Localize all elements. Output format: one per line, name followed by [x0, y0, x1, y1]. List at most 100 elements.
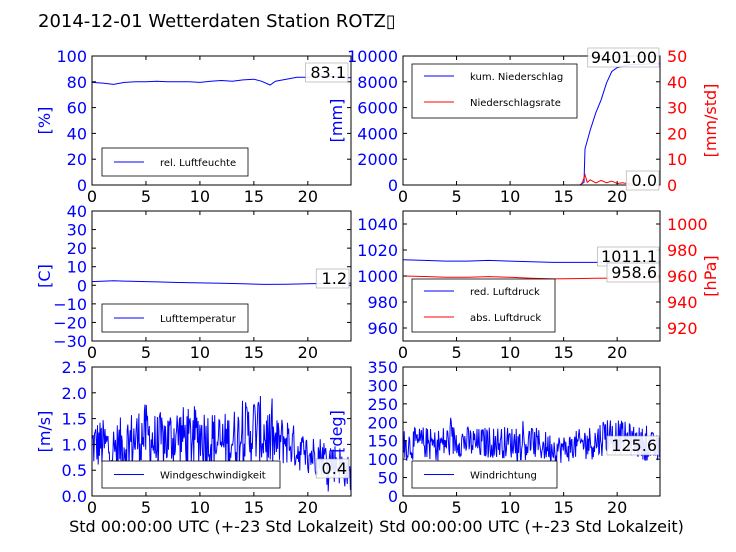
x-tick-label: 20 — [607, 187, 627, 206]
y-tick-label: 0 — [388, 487, 398, 506]
y-tick-label: 30 — [67, 221, 87, 240]
y-tick-label: 2.5 — [62, 358, 87, 377]
x-tick-label: 5 — [451, 343, 461, 362]
annotation-text: 958.6 — [611, 263, 657, 282]
y-axis-label: [m/s] — [35, 411, 54, 453]
x-tick-label: 10 — [500, 187, 520, 206]
legend: kum. Niederschlag Niederschlagsrate — [411, 63, 578, 119]
y-tick-label: 960 — [367, 319, 398, 338]
y-tick-label: 10 — [67, 258, 87, 277]
figure-title: 2014-12-01 Wetterdaten Station ROTZ▯ — [38, 11, 396, 32]
x-tick-label: 15 — [244, 187, 264, 206]
x-tick-label: 10 — [190, 343, 210, 362]
y-right-tick-label: 10 — [667, 150, 687, 169]
x-tick-label: 5 — [451, 498, 461, 517]
x-tick-label: 10 — [190, 498, 210, 517]
x-tick-label: 20 — [298, 498, 318, 517]
x-tick-label: 15 — [553, 187, 573, 206]
value-annotation: 9401.00 — [587, 47, 660, 68]
y-right-axis-label: [hPa] — [701, 255, 720, 296]
annotation-text: 83.1 — [310, 63, 346, 82]
x-tick-label: 0 — [398, 187, 408, 206]
x-tick-label: 0 — [87, 498, 97, 517]
annotation-text: 1011.1 — [601, 247, 657, 266]
y-right-tick-label: 940 — [667, 293, 698, 312]
x-tick-label: 20 — [607, 498, 627, 517]
y-tick-label: 2000 — [357, 150, 398, 169]
y-tick-label: 0 — [388, 176, 398, 195]
y-tick-label: 50 — [378, 469, 398, 488]
x-tick-label: 20 — [607, 343, 627, 362]
legend: red. Luftdruck abs. Luftdruck — [411, 278, 556, 333]
series-line-1 — [92, 280, 351, 285]
x-tick-label: 0 — [398, 343, 408, 362]
x-axis-label: Std 00:00:00 UTC (+-23 Std Lokalzeit) — [379, 517, 684, 536]
y-tick-label: 150 — [367, 432, 398, 451]
panel-frame — [91, 210, 352, 342]
x-tick-label: 5 — [141, 498, 151, 517]
x-tick-label: 10 — [190, 187, 210, 206]
legend-entry: Windrichtung — [470, 471, 537, 482]
panel-frame — [402, 55, 661, 186]
x-tick-label: 15 — [244, 343, 264, 362]
legend: rel. Luftfeuchte — [101, 147, 249, 177]
annotation-text: 125.6 — [611, 436, 657, 455]
y-tick-label: 2.0 — [62, 384, 87, 403]
y-right-tick-label: 1000 — [667, 215, 708, 234]
value-annotation: 83.1 — [305, 62, 349, 83]
legend: Lufttemperatur — [101, 303, 249, 333]
legend-entry: Niederschlagsrate — [470, 98, 561, 109]
legend-entry: Lufttemperatur — [160, 314, 237, 325]
x-axis-label: Std 00:00:00 UTC (+-23 Std Lokalzeit) — [69, 517, 374, 536]
chart-panel-3: 0 5 10 15 20−30−20−10010203040[C]Lufttempera… — [35, 202, 352, 362]
y-tick-label: 0 — [77, 176, 87, 195]
x-tick-label: 0 — [87, 343, 97, 362]
legend: Windgeschwindigkeit — [101, 460, 281, 489]
y-right-tick-label: 920 — [667, 319, 698, 338]
legend-entry: Windgeschwindigkeit — [160, 471, 266, 482]
value-annotation: 125.6 — [606, 435, 660, 456]
annotation-box — [606, 262, 660, 283]
chart-panel-5: 0 5 10 15 20 0.0 0.5 1.0 1.5 2.0 2.5 [m/s] Std 00:00… — [35, 358, 374, 536]
y-tick-label: −30 — [53, 332, 87, 351]
y-tick-label: 0 — [77, 276, 87, 295]
y-tick-label: 250 — [367, 395, 398, 414]
annotation-box — [625, 170, 660, 191]
x-tick-label: 20 — [298, 343, 318, 362]
x-tick-label: 15 — [553, 498, 573, 517]
y-right-tick-label: 40 — [667, 73, 687, 92]
chart-panel-4: 0 5 10 15 20 960 980 1000 1020 1040 920 940 960 980 10… — [357, 210, 720, 362]
y-tick-label: 10000 — [347, 47, 398, 66]
y-right-tick-label: 30 — [667, 99, 687, 118]
y-tick-label: −10 — [53, 295, 87, 314]
y-axis-label: [deg] — [327, 410, 346, 453]
annotation-text: 0.4 — [322, 459, 347, 478]
x-tick-label: 5 — [451, 187, 461, 206]
y-tick-label: 80 — [67, 73, 87, 92]
y-tick-label: 60 — [67, 99, 87, 118]
x-tick-label: 15 — [244, 498, 264, 517]
y-tick-label: 4000 — [357, 124, 398, 143]
annotation-box — [315, 268, 350, 289]
y-right-tick-label: 50 — [667, 47, 687, 66]
y-axis-label: [%] — [35, 107, 54, 135]
y-axis-label: [C] — [35, 264, 54, 288]
annotation-text: 9401.00 — [591, 48, 657, 67]
y-tick-label: 40 — [67, 124, 87, 143]
annotation-text: 0.0 — [632, 171, 657, 190]
annotation-box — [587, 47, 660, 68]
y-tick-label: 980 — [367, 293, 398, 312]
panel-frame — [91, 55, 352, 186]
y-right-tick-label: 0 — [667, 176, 677, 195]
y-right-axis-label: [mm/std] — [701, 84, 720, 158]
annotation-text: 1.2 — [322, 269, 347, 288]
x-tick-label: 15 — [553, 343, 573, 362]
value-annotation: 1.2 — [315, 268, 350, 289]
y-tick-label: 1.0 — [62, 435, 87, 454]
series-line-2 — [403, 172, 660, 185]
y-right-tick-label: 980 — [667, 241, 698, 260]
x-tick-label: 10 — [500, 343, 520, 362]
x-tick-label: 20 — [298, 187, 318, 206]
